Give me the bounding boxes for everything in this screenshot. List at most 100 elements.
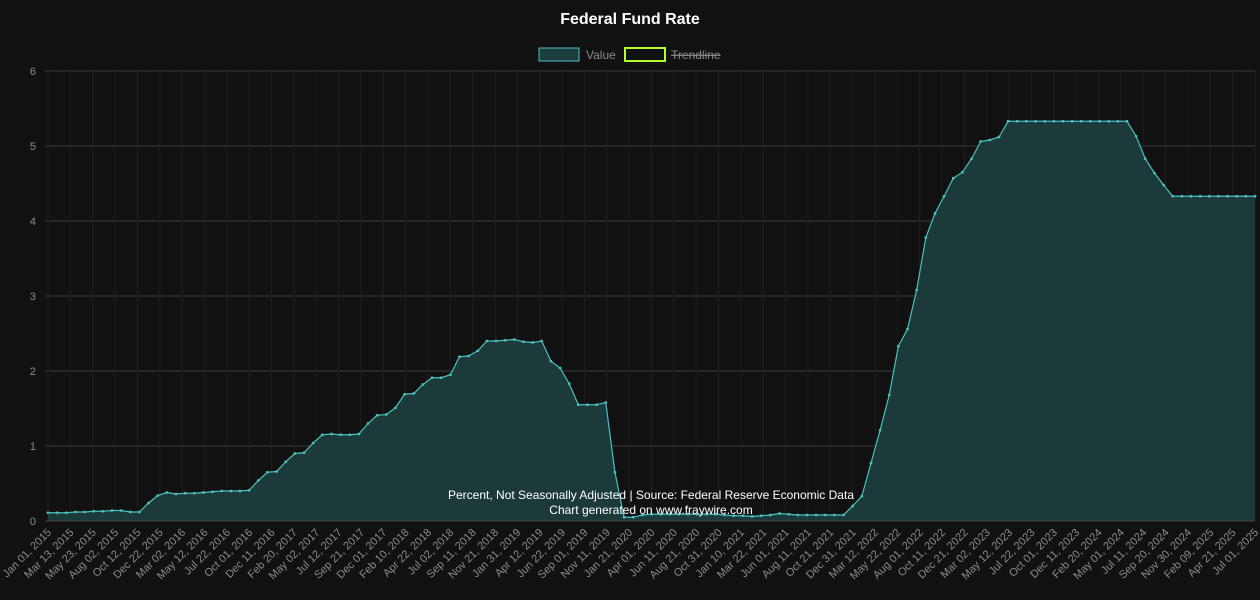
legend-swatch-value <box>538 47 580 62</box>
data-point <box>92 509 96 513</box>
data-point <box>275 470 278 473</box>
data-point <box>796 513 800 517</box>
data-point <box>348 433 352 437</box>
data-point <box>412 392 416 395</box>
data-point <box>284 460 288 464</box>
data-point <box>823 513 827 517</box>
caption-source: Percent, Not Seasonally Adjusted | Sourc… <box>448 488 854 502</box>
data-point <box>869 461 873 465</box>
data-point <box>942 194 946 198</box>
data-point <box>311 441 315 445</box>
data-point <box>503 338 507 342</box>
data-point <box>906 327 909 331</box>
data-point <box>1189 194 1193 198</box>
data-point <box>83 510 86 514</box>
data-point <box>1235 194 1239 198</box>
data-point <box>211 490 214 494</box>
legend-label-value: Value <box>586 48 616 62</box>
data-point <box>613 470 617 474</box>
data-point <box>101 509 105 513</box>
data-point <box>887 393 891 397</box>
data-point <box>622 515 626 519</box>
data-point <box>1143 157 1147 161</box>
data-point <box>1098 119 1101 123</box>
data-point <box>970 157 973 161</box>
data-point <box>458 355 461 359</box>
data-point <box>147 501 150 505</box>
data-point <box>988 138 992 142</box>
data-point <box>778 512 781 515</box>
data-point <box>74 510 77 514</box>
data-point <box>357 432 361 436</box>
caption-generated: Chart generated on www.fraywire.com <box>549 503 752 517</box>
data-point <box>266 470 269 474</box>
y-tick-label: 3 <box>30 291 36 303</box>
data-point <box>1153 171 1156 175</box>
data-point <box>1043 119 1047 123</box>
data-point <box>366 422 370 425</box>
data-point <box>183 491 187 495</box>
data-point <box>110 509 114 512</box>
data-point <box>1244 194 1248 198</box>
data-point <box>421 383 425 386</box>
data-point <box>924 236 928 239</box>
data-point <box>1171 194 1175 198</box>
data-point <box>46 511 50 515</box>
data-point <box>165 491 169 494</box>
data-point <box>787 512 791 516</box>
data-point <box>302 451 306 455</box>
data-point <box>604 401 608 404</box>
data-point <box>1079 119 1083 123</box>
data-point <box>485 339 489 343</box>
data-point <box>1226 194 1229 198</box>
data-point <box>1253 194 1257 198</box>
data-point <box>741 514 745 518</box>
legend-item-trendline[interactable]: Trendline <box>624 47 721 62</box>
data-point <box>394 406 397 410</box>
data-point <box>293 452 297 455</box>
data-point <box>1006 119 1010 123</box>
data-point <box>128 510 132 514</box>
data-point <box>494 339 498 343</box>
data-point <box>951 176 955 180</box>
data-point <box>430 376 434 380</box>
data-point <box>631 515 635 519</box>
data-point <box>677 512 681 516</box>
data-point <box>238 489 242 493</box>
data-point <box>768 513 772 517</box>
data-point <box>704 512 708 516</box>
y-tick-label: 4 <box>30 216 36 228</box>
y-tick-label: 1 <box>30 441 36 453</box>
legend-label-trendline: Trendline <box>671 48 721 62</box>
data-point <box>1061 119 1065 123</box>
data-point <box>1207 194 1211 198</box>
plot-area <box>46 119 1257 521</box>
data-point <box>896 344 900 348</box>
data-point <box>384 413 388 416</box>
data-point <box>1052 119 1056 123</box>
data-point <box>476 349 480 353</box>
caption: Percent, Not Seasonally Adjusted | Sourc… <box>448 488 854 517</box>
data-point <box>192 491 196 495</box>
data-point <box>567 382 571 386</box>
data-point <box>1198 194 1202 198</box>
data-point <box>1034 119 1037 123</box>
data-point <box>549 359 553 363</box>
series-value-area <box>48 121 1255 521</box>
legend: Value Trendline <box>538 47 721 62</box>
chart-title: Federal Fund Rate <box>560 11 700 28</box>
data-point <box>1015 119 1019 123</box>
y-tick-label: 2 <box>30 366 36 378</box>
data-point <box>467 354 471 358</box>
data-point <box>668 512 672 516</box>
data-point <box>320 433 324 437</box>
data-point <box>695 512 699 516</box>
data-point <box>595 403 599 407</box>
data-point <box>256 479 260 482</box>
data-point <box>759 514 763 518</box>
y-tick-label: 5 <box>30 141 36 153</box>
data-point <box>339 433 343 437</box>
legend-item-value[interactable]: Value <box>538 47 616 62</box>
